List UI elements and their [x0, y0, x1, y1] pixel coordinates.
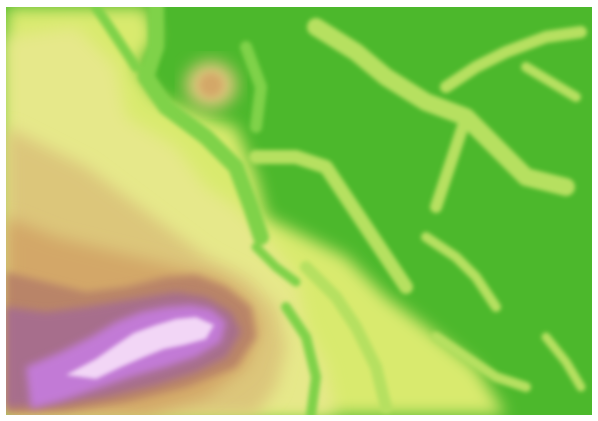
valley-network	[91, 7, 321, 415]
northern-knoll-core	[199, 73, 223, 97]
summit-highlight	[66, 317, 214, 379]
elevation-raster	[6, 7, 592, 415]
elevation-map	[6, 7, 592, 415]
ridge-network	[249, 18, 587, 413]
